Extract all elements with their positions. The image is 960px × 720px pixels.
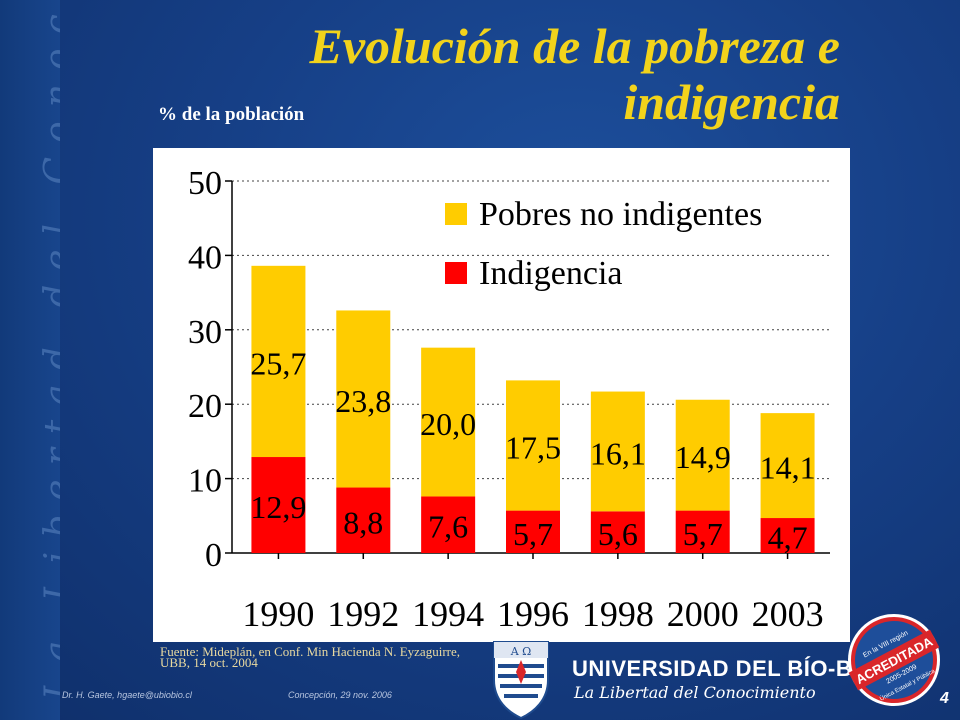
bar-pobres-no-indigentes xyxy=(336,310,391,488)
university-motto: La Libertad del Conocimiento xyxy=(574,683,816,702)
bar-pobres-no-indigentes xyxy=(675,399,730,511)
x-tick-label: 1992 xyxy=(327,594,399,634)
university-crest-icon: A Ω xyxy=(493,641,549,720)
chart-subtitle: % de la población xyxy=(158,104,305,125)
slide-title: Evolución de la pobreza e indigencia xyxy=(309,18,840,130)
chart-panel: 0 10 20 30 40 50 1990 12,9 25,7 1992 8,8 23,8 1994 7,… xyxy=(153,148,850,642)
stacked-bar-chart: 0 10 20 30 40 50 1990 12,9 25,7 1992 8,8 23,8 1994 7,… xyxy=(188,165,830,634)
data-label-pobres: 20,0 xyxy=(420,406,476,442)
bar-indigencia xyxy=(590,511,645,553)
x-tick-label: 1998 xyxy=(582,594,654,634)
bar-indigencia xyxy=(336,487,391,553)
data-label-indigencia: 8,8 xyxy=(343,504,383,540)
data-label-pobres: 23,8 xyxy=(335,383,391,419)
data-label-indigencia: 4,7 xyxy=(768,520,808,556)
y-tick-label: 30 xyxy=(188,314,222,351)
bar-pobres-no-indigentes xyxy=(760,413,815,519)
data-label-pobres: 25,7 xyxy=(250,345,306,381)
footer-author: Dr. H. Gaete, hgaete@ubiobio.cl xyxy=(62,690,192,700)
x-tick-label: 1994 xyxy=(412,594,484,634)
legend-swatch xyxy=(445,262,467,284)
legend-label: Indigencia xyxy=(479,255,623,292)
left-band xyxy=(0,0,60,720)
x-tick-label: 1990 xyxy=(242,594,314,634)
y-tick-label: 40 xyxy=(188,239,222,276)
data-label-indigencia: 7,6 xyxy=(428,509,468,545)
y-tick-label: 50 xyxy=(188,165,222,202)
bar-indigencia xyxy=(251,457,306,553)
bar-indigencia xyxy=(760,518,815,553)
accreditation-badge-icon: ACREDITADA 2005-2009 En la VIII región Ú… xyxy=(848,614,940,706)
bar-pobres-no-indigentes xyxy=(506,380,560,511)
footer-place-date: Concepción, 29 nov. 2006 xyxy=(288,690,392,700)
page-number: 4 xyxy=(940,690,949,707)
y-tick-label: 20 xyxy=(188,388,222,425)
bar-indigencia xyxy=(421,496,476,553)
svg-text:A Ω: A Ω xyxy=(510,645,532,658)
data-label-indigencia: 5,7 xyxy=(513,516,553,552)
data-label-pobres: 17,5 xyxy=(505,429,561,465)
bar-pobres-no-indigentes xyxy=(421,347,476,497)
data-label-indigencia: 5,6 xyxy=(598,516,638,552)
x-tick-label: 1996 xyxy=(497,594,569,634)
bar-pobres-no-indigentes xyxy=(590,391,645,512)
data-label-indigencia: 12,9 xyxy=(250,489,306,525)
vertical-motto: La Libertad del Conocimiento xyxy=(0,0,60,720)
x-tick-label: 2003 xyxy=(752,594,824,634)
vertical-motto-text: La Libertad del Conocimiento xyxy=(38,0,60,700)
bar-pobres-no-indigentes xyxy=(251,265,306,458)
y-tick-label: 0 xyxy=(205,537,222,574)
data-label-indigencia: 5,7 xyxy=(683,516,723,552)
source-note: Fuente: Mideplán, en Conf. Min Hacienda … xyxy=(160,644,460,670)
university-name: UNIVERSIDAD DEL BÍO-BÍO xyxy=(572,656,877,681)
legend-swatch xyxy=(445,203,467,225)
y-tick-label: 10 xyxy=(188,463,222,500)
data-label-pobres: 14,9 xyxy=(675,439,731,475)
bar-indigencia xyxy=(506,510,560,553)
bar-indigencia xyxy=(675,510,730,553)
x-tick-label: 2000 xyxy=(667,594,739,634)
legend-label: Pobres no indigentes xyxy=(479,196,762,233)
data-label-pobres: 14,1 xyxy=(760,450,816,486)
data-label-pobres: 16,1 xyxy=(590,435,646,471)
